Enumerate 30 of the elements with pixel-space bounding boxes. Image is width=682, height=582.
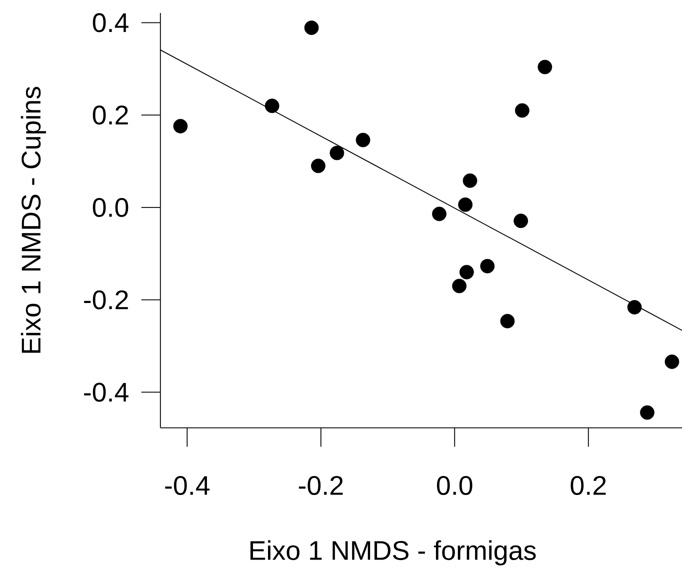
- point: [627, 300, 642, 314]
- point: [480, 258, 495, 274]
- point: [459, 264, 474, 280]
- point: [514, 214, 528, 228]
- point: [664, 354, 680, 369]
- point: [452, 278, 467, 294]
- point: [264, 98, 280, 114]
- y-tick-label: 0.4: [92, 13, 128, 32]
- x-axis-title: Eixo 1 NMDS - formigas: [250, 540, 536, 566]
- x-tick-label: 0.2: [570, 476, 606, 496]
- point: [330, 146, 344, 160]
- y-tick-label: 0.0: [92, 198, 128, 217]
- point: [458, 197, 473, 212]
- y-tick-label: -0.4: [84, 382, 128, 402]
- point: [514, 103, 530, 118]
- point: [640, 405, 654, 420]
- point: [304, 20, 319, 35]
- point: [311, 158, 326, 174]
- x-tick-label: 0.0: [436, 476, 472, 496]
- point: [432, 206, 446, 222]
- y-tick-label: -0.2: [84, 290, 128, 310]
- y-axis-title: Eixo 1 NMDS - Cupins: [20, 86, 46, 353]
- point: [173, 118, 188, 134]
- x-tick-label: -0.2: [298, 476, 343, 496]
- point: [462, 173, 478, 188]
- point: [538, 60, 552, 74]
- point: [356, 132, 370, 148]
- y-tick-label: 0.2: [92, 106, 128, 125]
- point: [500, 314, 515, 328]
- x-tick-label: -0.4: [165, 476, 210, 496]
